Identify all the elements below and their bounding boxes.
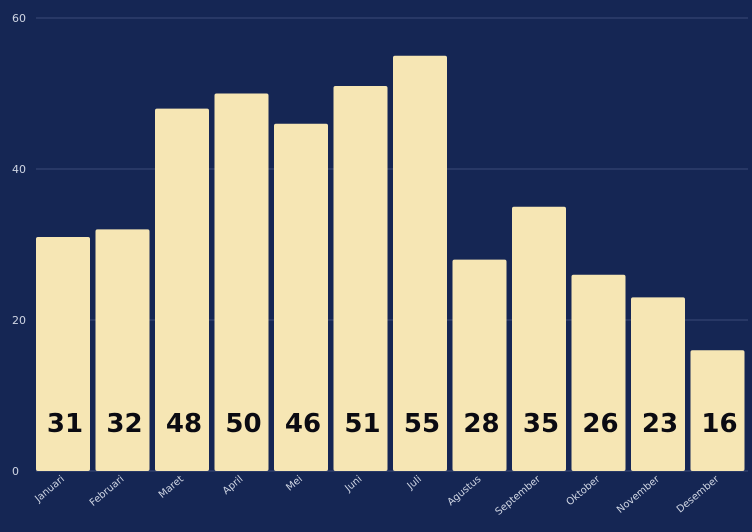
grid-lines (36, 17, 748, 472)
bar-value-label: 31 (47, 409, 83, 439)
bar-maret (155, 108, 209, 471)
x-tick-label: Desember (675, 473, 722, 515)
bar-november (631, 297, 685, 471)
x-tick-label: September (494, 473, 544, 518)
x-axis-ticks: Januari Februari Maret April Mei Juni Juli Agus… (32, 473, 722, 518)
x-tick-label: April (221, 474, 246, 497)
bar-value-label: 16 (701, 409, 737, 439)
bar-oktober (571, 274, 626, 471)
bar-value-label: 55 (404, 409, 440, 439)
x-tick-label: Agustus (446, 474, 484, 508)
x-tick-label: Maret (157, 474, 186, 501)
bar-value-label: 46 (285, 409, 321, 439)
bar-desember (690, 350, 745, 471)
value-labels: 31 32 48 50 46 51 55 28 35 26 23 16 (47, 409, 738, 439)
bar-value-label: 26 (582, 409, 618, 439)
y-tick-label: 40 (12, 163, 26, 176)
bars (36, 55, 745, 471)
bar-april (214, 93, 269, 471)
x-tick-label: November (615, 473, 663, 515)
bar-value-label: 48 (166, 409, 202, 439)
bar-value-label: 28 (463, 409, 499, 439)
x-tick-label: Juni (342, 474, 364, 495)
bar-februari (95, 229, 150, 471)
y-axis-ticks: 0 20 40 60 (12, 12, 26, 478)
bar-september (512, 206, 566, 471)
y-tick-label: 60 (12, 12, 26, 25)
x-tick-label: Februari (88, 474, 127, 509)
bar-value-label: 51 (344, 409, 380, 439)
x-tick-label: Juli (405, 474, 424, 493)
bar-mei (274, 123, 328, 471)
bar-januari (36, 236, 90, 471)
x-tick-label: Oktober (564, 473, 603, 508)
x-tick-label: Mei (284, 474, 305, 494)
bar-value-label: 35 (523, 409, 559, 439)
bar-juni (333, 85, 388, 471)
bar-value-label: 50 (225, 409, 261, 439)
y-tick-label: 20 (12, 314, 26, 327)
bar-agustus (452, 259, 507, 471)
bar-value-label: 23 (642, 409, 678, 439)
bar-juli (393, 55, 447, 471)
y-tick-label: 0 (12, 465, 19, 478)
bar-value-label: 32 (106, 409, 142, 439)
x-tick-label: Januari (32, 474, 66, 505)
